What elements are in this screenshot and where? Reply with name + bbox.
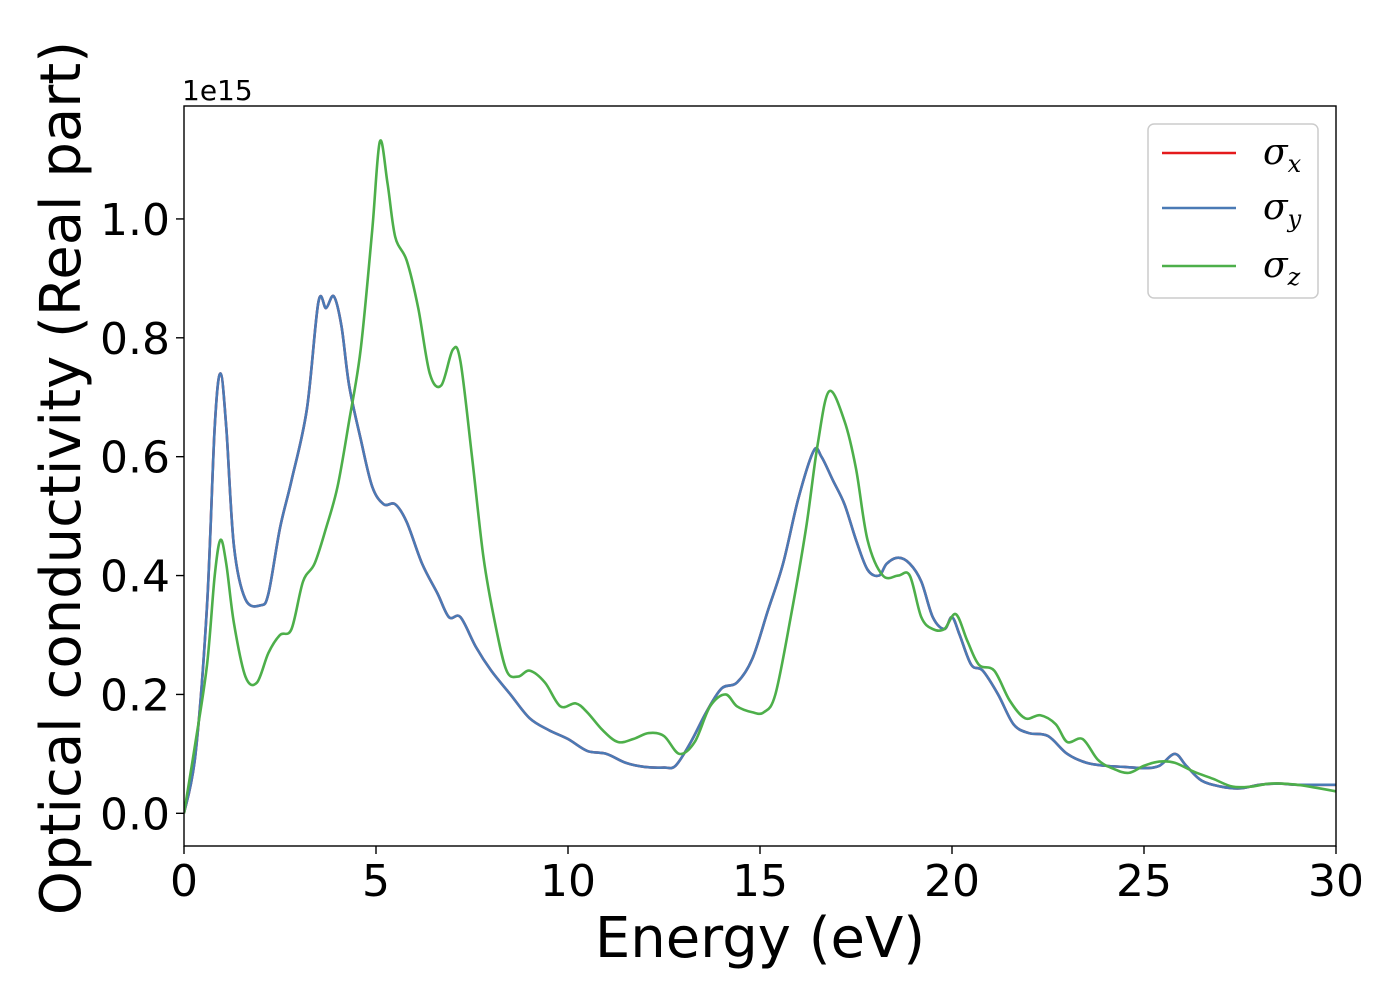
- series-layer: [184, 139, 1336, 814]
- y-offset-label: 1e15: [182, 74, 253, 107]
- y-axis-title: Optical conductivity (Real part): [29, 41, 94, 915]
- x-tick-label: 30: [1308, 856, 1364, 907]
- y-tick-label: 0.6: [100, 433, 170, 484]
- y-axis-ticks: 0.0 0.2 0.4 0.6 0.8 1.0: [100, 195, 184, 840]
- x-tick-label: 20: [924, 856, 980, 907]
- x-tick-label: 0: [170, 856, 198, 907]
- x-tick-label: 10: [540, 856, 596, 907]
- y-tick-label: 0.2: [100, 670, 170, 721]
- y-tick-label: 0.8: [100, 314, 170, 365]
- x-tick-label: 5: [362, 856, 390, 907]
- y-tick-label: 1.0: [100, 195, 170, 246]
- x-tick-label: 25: [1116, 856, 1172, 907]
- series-line-sigma-z: [184, 139, 1336, 814]
- x-axis-title: Energy (eV): [595, 906, 925, 971]
- x-tick-label: 15: [732, 856, 788, 907]
- y-tick-label: 0.0: [100, 789, 170, 840]
- legend-box: [1147, 123, 1319, 299]
- y-tick-label: 0.4: [100, 552, 170, 603]
- x-axis-ticks: 0 5 10 15 20 25 30: [170, 846, 1364, 907]
